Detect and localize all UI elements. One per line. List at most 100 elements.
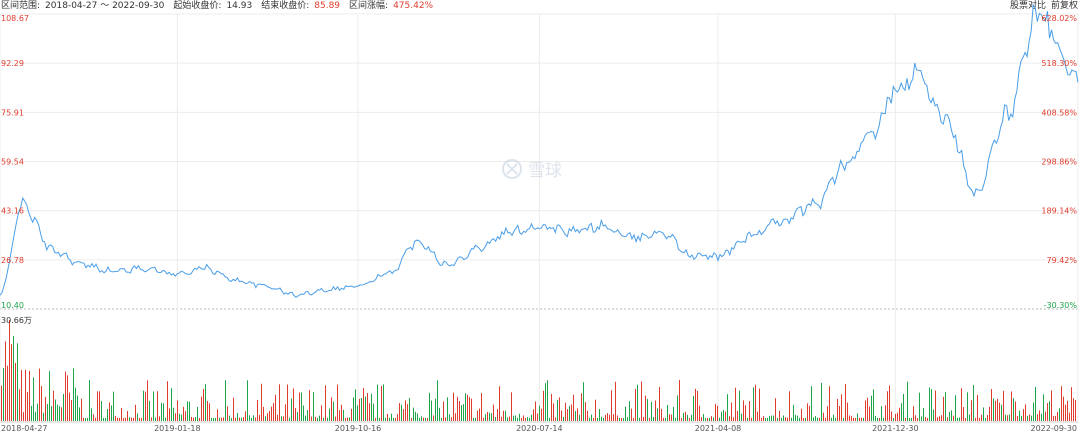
volume-bar bbox=[801, 408, 802, 421]
volume-bar bbox=[133, 417, 134, 421]
volume-bar bbox=[273, 403, 274, 421]
volume-bar bbox=[351, 408, 352, 421]
volume-bar bbox=[637, 384, 638, 421]
volume-bar bbox=[349, 417, 350, 421]
volume-bar bbox=[741, 413, 742, 421]
volume-bar bbox=[427, 417, 428, 421]
y-tick-label: 26.78 bbox=[1, 256, 24, 265]
volume-bar bbox=[803, 417, 804, 421]
volume-bar bbox=[965, 417, 966, 421]
volume-bar bbox=[503, 410, 504, 421]
volume-bar bbox=[481, 393, 482, 421]
volume-bar bbox=[159, 416, 160, 421]
compare-button[interactable]: 股票对比 bbox=[1009, 1, 1046, 11]
volume-bar bbox=[711, 416, 712, 421]
volume-bar bbox=[335, 416, 336, 421]
volume-bar bbox=[925, 417, 926, 421]
y-tick-label: 92.29 bbox=[1, 59, 24, 68]
volume-bar bbox=[231, 417, 232, 421]
volume-bar bbox=[455, 413, 456, 421]
volume-bar bbox=[533, 409, 534, 421]
volume-bar bbox=[101, 401, 102, 421]
volume-bar bbox=[771, 415, 772, 421]
price-series-line bbox=[0, 3, 1079, 298]
volume-bar bbox=[311, 416, 312, 421]
adjust-button[interactable]: 前复权 bbox=[1050, 1, 1078, 11]
volume-bar bbox=[515, 415, 516, 421]
volume-bar bbox=[705, 417, 706, 421]
volume-bar bbox=[1025, 404, 1026, 421]
volume-bar bbox=[471, 398, 472, 421]
volume-bar bbox=[105, 417, 106, 421]
volume-bar bbox=[1063, 396, 1064, 421]
volume-bar bbox=[589, 417, 590, 421]
range-summary: 区间范围: 2018-04-27 ～ 2022-09-30 起始收盘价: 14.93 结… bbox=[1, 0, 438, 12]
volume-bar bbox=[611, 390, 612, 421]
volume-bar bbox=[953, 415, 954, 421]
volume-bar bbox=[451, 417, 452, 421]
volume-bar bbox=[859, 417, 860, 421]
volume-bar bbox=[51, 406, 52, 421]
volume-bar bbox=[13, 336, 14, 421]
volume-bar bbox=[795, 414, 796, 421]
volume-bar bbox=[299, 392, 300, 421]
volume-bar bbox=[181, 414, 182, 421]
volume-bar bbox=[253, 415, 254, 421]
volume-bar bbox=[371, 393, 372, 421]
volume-bar bbox=[67, 375, 68, 421]
volume-bar bbox=[269, 410, 270, 421]
volume-bar bbox=[907, 381, 908, 421]
volume-bar bbox=[627, 417, 628, 421]
volume-bar bbox=[707, 417, 708, 421]
volume-bar bbox=[95, 417, 96, 421]
volume-bar bbox=[153, 391, 154, 421]
volume-bar bbox=[43, 412, 44, 421]
volume-bar bbox=[513, 415, 514, 421]
price-line bbox=[0, 3, 1079, 298]
volume-bar bbox=[489, 412, 490, 421]
volume-bar bbox=[257, 399, 258, 421]
volume-bar bbox=[233, 397, 234, 421]
volume-bar bbox=[603, 417, 604, 421]
volume-bar bbox=[1035, 386, 1036, 421]
end-price-label: 结束收盘价: bbox=[261, 1, 310, 11]
volume-bar bbox=[117, 417, 118, 421]
volume-bar bbox=[49, 371, 50, 421]
volume-bar bbox=[327, 417, 328, 421]
volume-bar bbox=[247, 380, 248, 421]
volume-bar bbox=[797, 415, 798, 421]
volume-bar bbox=[763, 416, 764, 421]
volume-bar bbox=[1065, 404, 1066, 421]
volume-bar bbox=[83, 417, 84, 421]
volume-bar bbox=[33, 377, 34, 421]
volume-bar bbox=[883, 417, 884, 421]
volume-bar bbox=[393, 417, 394, 421]
volume-bar bbox=[277, 414, 278, 421]
volume-bar bbox=[191, 416, 192, 421]
volume-bar bbox=[457, 396, 458, 421]
x-tick-label: 2020-07-14 bbox=[516, 424, 563, 433]
volume-bar bbox=[731, 402, 732, 421]
x-tick-label: 2021-12-30 bbox=[872, 424, 919, 433]
volume-bar bbox=[783, 415, 784, 421]
volume-bar bbox=[643, 417, 644, 421]
volume-bar bbox=[285, 404, 286, 421]
y-tick-label: 10.40 bbox=[1, 301, 24, 310]
volume-bar bbox=[185, 411, 186, 421]
volume-bar bbox=[203, 389, 204, 421]
volume-bar bbox=[671, 414, 672, 421]
volume-bar bbox=[913, 406, 914, 421]
y-tick-label: 59.54 bbox=[1, 158, 24, 167]
volume-bar bbox=[89, 380, 90, 421]
volume-bar bbox=[525, 417, 526, 421]
volume-bar bbox=[819, 417, 820, 421]
volume-bar bbox=[107, 408, 108, 421]
volume-bar bbox=[363, 388, 364, 421]
volume-bar bbox=[865, 400, 866, 421]
volume-bar bbox=[829, 386, 830, 421]
volume-bar bbox=[23, 412, 24, 421]
volume-bar bbox=[957, 417, 958, 421]
volume-bar bbox=[197, 406, 198, 421]
volume-bar bbox=[1011, 391, 1012, 421]
volume-bar bbox=[305, 415, 306, 421]
